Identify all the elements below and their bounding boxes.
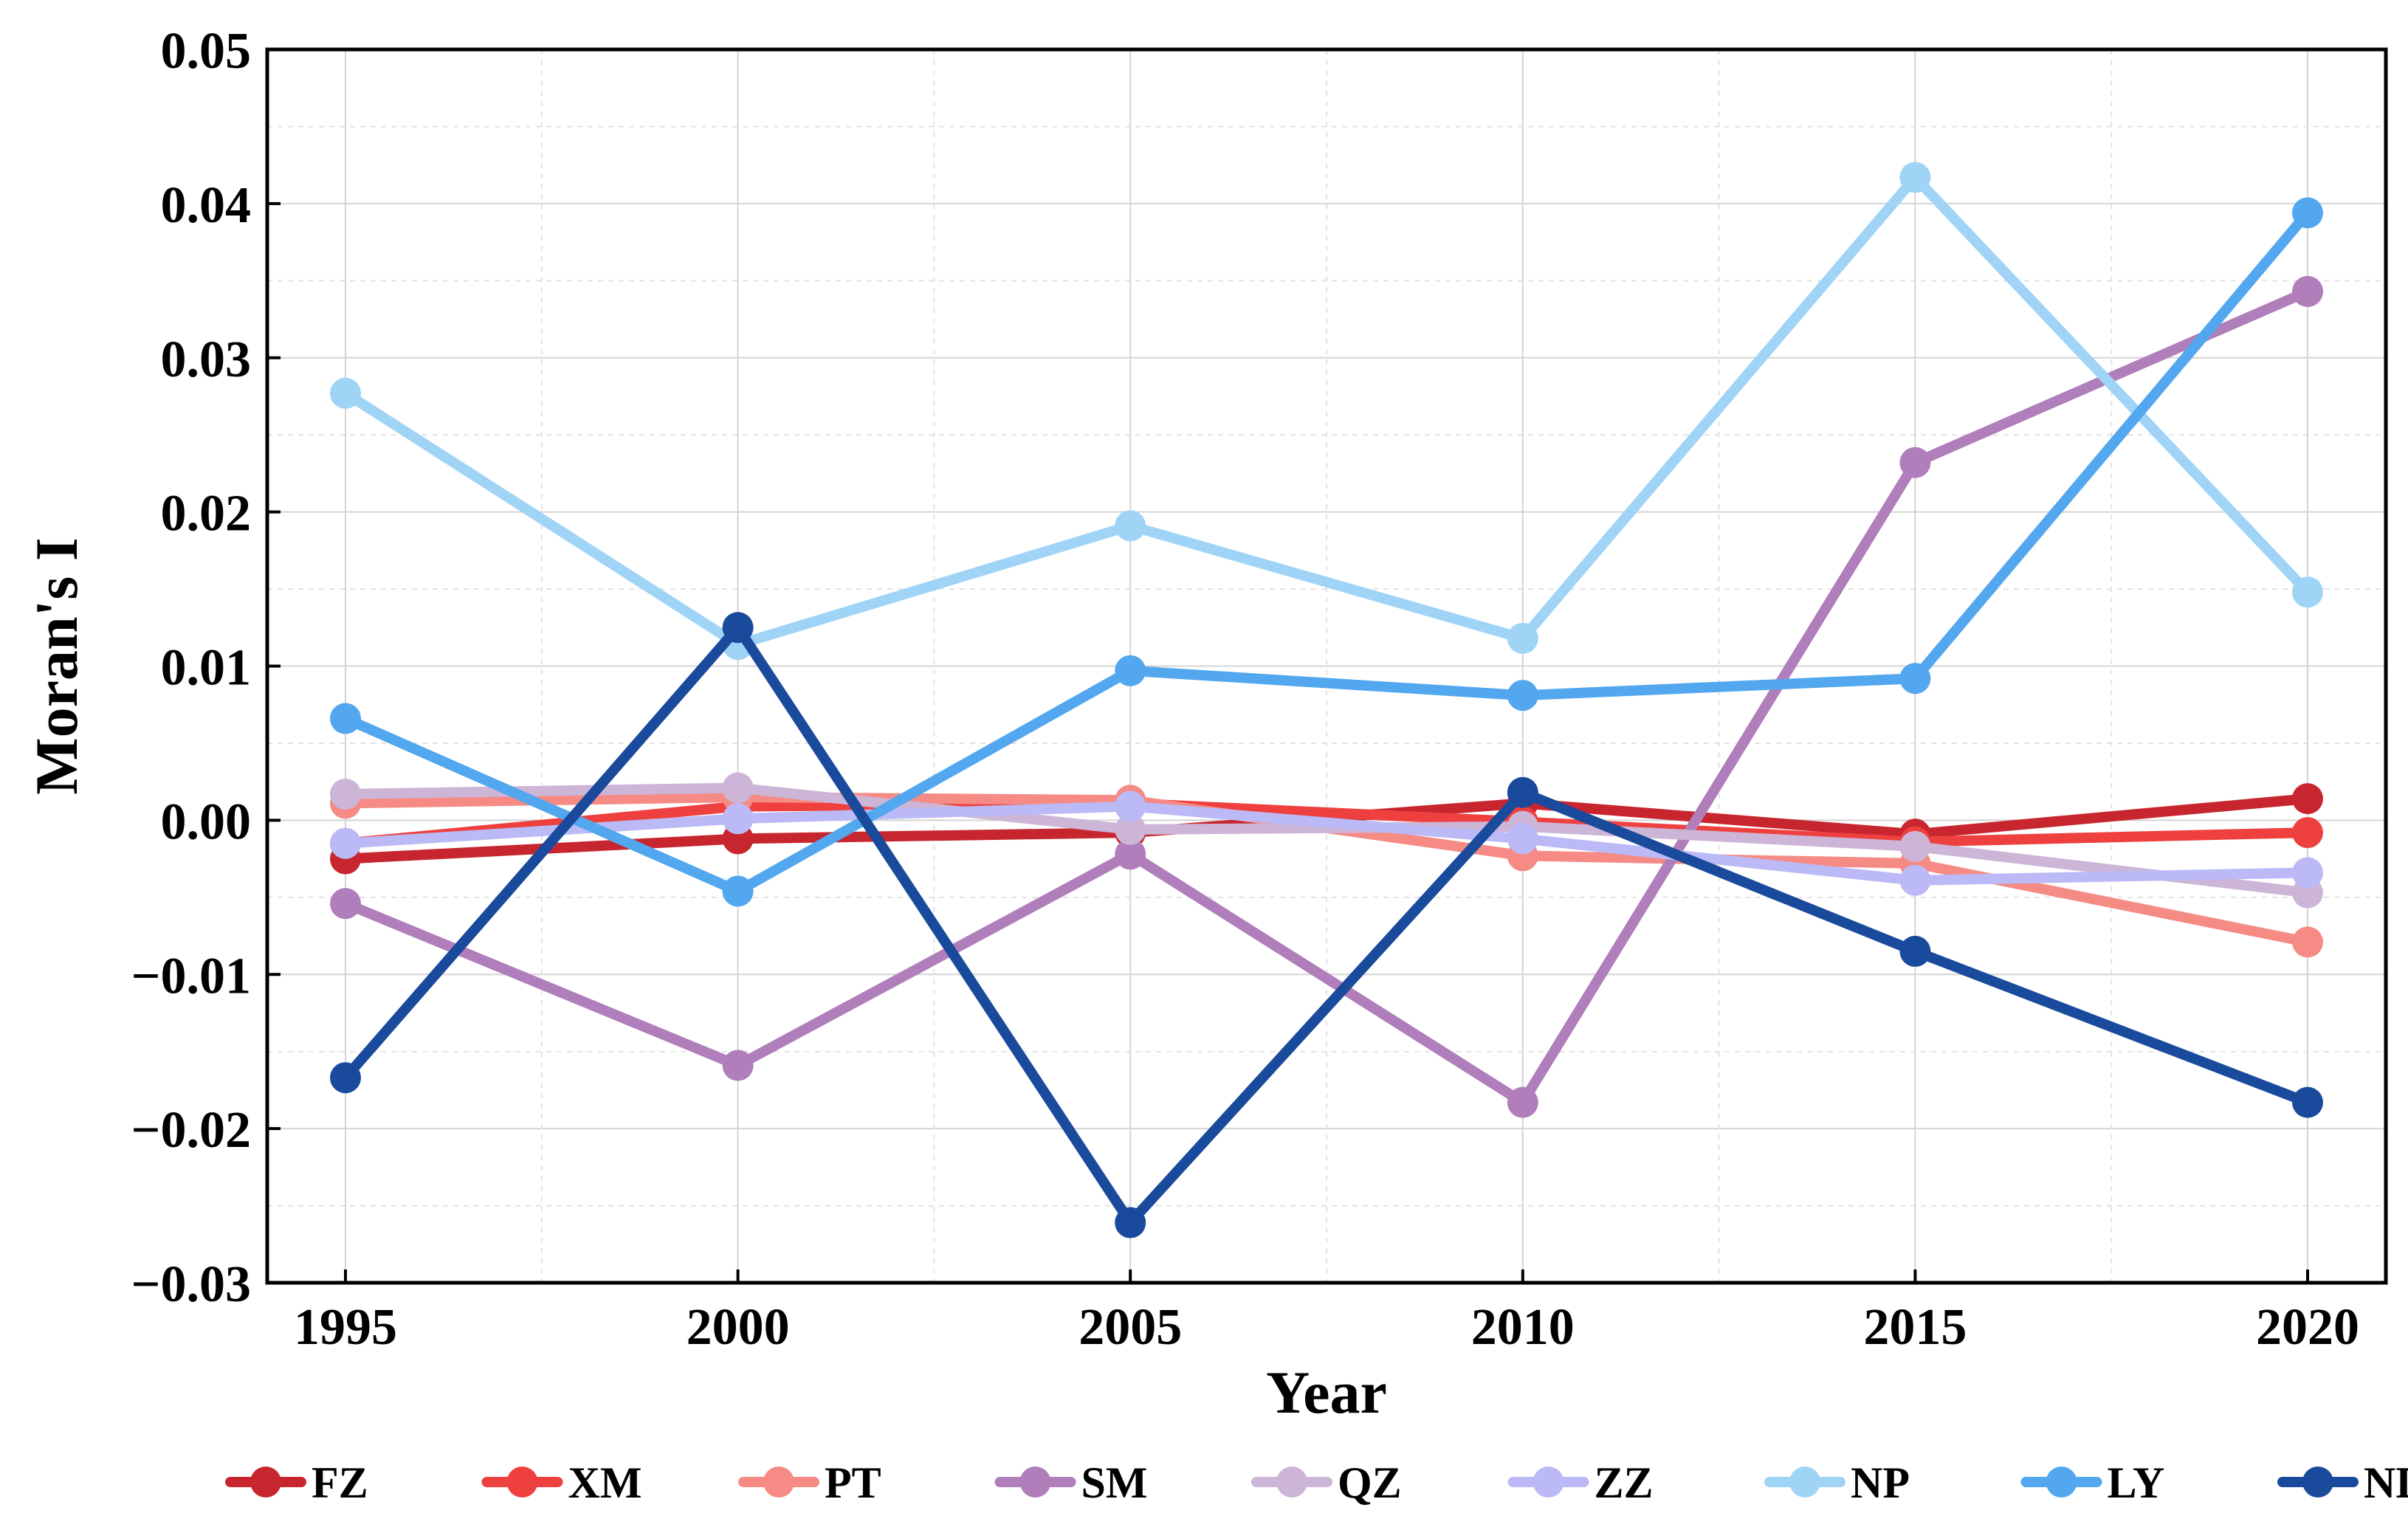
data-point-zz-2010 <box>1507 823 1538 855</box>
data-point-sm-2010 <box>1507 1086 1538 1118</box>
legend-label: LY <box>2108 1458 2165 1507</box>
data-point-pt-2020 <box>2292 926 2323 958</box>
legend-item-xm: XM <box>481 1458 642 1507</box>
data-point-nd-1995 <box>330 1062 361 1094</box>
data-point-nd-2010 <box>1507 776 1538 808</box>
y-tick-label: 0.03 <box>161 331 252 388</box>
x-tick-label: 1995 <box>294 1299 397 1356</box>
data-point-ly-2000 <box>722 875 754 907</box>
series-line-np <box>340 172 2313 650</box>
legend: FZ XM PT SM QZ ZZ NP LY ND <box>225 1458 2408 1507</box>
data-point-np-2015 <box>1899 162 1931 193</box>
y-tick-label: −0.02 <box>131 1102 251 1159</box>
data-point-ly-2020 <box>2292 197 2323 229</box>
data-point-np-2010 <box>1507 622 1538 654</box>
x-tick-label: 2000 <box>687 1299 790 1356</box>
series-nd <box>330 612 2323 1238</box>
legend-marker <box>763 1467 794 1498</box>
x-tick-label: 2010 <box>1471 1299 1575 1356</box>
data-point-np-2005 <box>1115 510 1146 542</box>
data-point-sm-2005 <box>1115 838 1146 870</box>
data-point-nd-2015 <box>1899 935 1931 967</box>
legend-item-fz: FZ <box>225 1458 368 1507</box>
legend-label: ND <box>2364 1458 2408 1507</box>
y-axis-title: Moran's I <box>23 537 90 795</box>
data-point-xm-2020 <box>2292 817 2323 849</box>
legend-label: ZZ <box>1595 1458 1654 1507</box>
series-line-sm <box>340 286 2313 1108</box>
data-point-np-2020 <box>2292 576 2323 608</box>
data-point-qz-2000 <box>722 772 754 804</box>
y-tick-label: −0.01 <box>131 948 251 1005</box>
data-point-ly-2010 <box>1507 680 1538 711</box>
data-point-sm-2000 <box>722 1050 754 1081</box>
data-point-ly-2005 <box>1115 655 1146 686</box>
legend-marker <box>2302 1467 2333 1498</box>
data-point-qz-2015 <box>1899 830 1931 862</box>
x-tick-label: 2020 <box>2256 1299 2359 1356</box>
x-tick-label: 2005 <box>1079 1299 1182 1356</box>
legend-label: PT <box>825 1458 881 1507</box>
series-zz <box>330 790 2323 896</box>
grid <box>267 49 2386 1283</box>
legend-item-pt: PT <box>738 1458 881 1507</box>
legend-marker <box>506 1467 538 1498</box>
legend-label: FZ <box>312 1458 368 1507</box>
axis-ticks: −0.03 −0.02 −0.01 0.00 0.01 0.02 0.03 0.04 0.05 1… <box>131 23 2359 1356</box>
legend-marker <box>250 1467 281 1498</box>
legend-label: SM <box>1081 1458 1148 1507</box>
y-tick-label: 0.02 <box>161 486 252 542</box>
data-point-zz-2000 <box>722 803 754 835</box>
legend-item-sm: SM <box>994 1458 1148 1507</box>
legend-item-nd: ND <box>2277 1458 2408 1507</box>
data-point-ly-2015 <box>1899 663 1931 695</box>
data-point-qz-2005 <box>1115 813 1146 845</box>
data-point-sm-1995 <box>330 888 361 920</box>
y-tick-label: −0.03 <box>131 1256 251 1313</box>
legend-item-ly: LY <box>2020 1458 2165 1507</box>
legend-label: QZ <box>1338 1458 1402 1507</box>
legend-marker <box>1276 1467 1307 1498</box>
legend-marker <box>1532 1467 1564 1498</box>
data-point-sm-2020 <box>2292 275 2323 307</box>
series-line-qz <box>340 782 2313 898</box>
data-point-ly-1995 <box>330 703 361 734</box>
data-point-qz-1995 <box>330 778 361 810</box>
series-ly <box>330 197 2323 907</box>
x-axis-title: Year <box>1266 1359 1387 1426</box>
legend-label: NP <box>1851 1458 1910 1507</box>
data-point-zz-2020 <box>2292 857 2323 889</box>
series-sm <box>330 275 2323 1118</box>
legend-item-zz: ZZ <box>1507 1458 1654 1507</box>
x-tick-label: 2015 <box>1863 1299 1967 1356</box>
series-layer <box>330 162 2323 1238</box>
legend-marker <box>2046 1467 2077 1498</box>
legend-marker <box>1789 1467 1820 1498</box>
y-tick-label: 0.05 <box>161 23 252 80</box>
legend-marker <box>1019 1467 1051 1498</box>
data-point-sm-2015 <box>1899 447 1931 478</box>
legend-item-qz: QZ <box>1251 1458 1402 1507</box>
series-line-nd <box>340 622 2313 1228</box>
data-point-zz-2015 <box>1899 864 1931 896</box>
data-point-np-1995 <box>330 377 361 409</box>
data-point-nd-2020 <box>2292 1086 2323 1118</box>
legend-label: XM <box>568 1458 642 1507</box>
series-line-ly <box>340 207 2313 897</box>
y-tick-label: 0.04 <box>161 177 252 234</box>
legend-item-np: NP <box>1764 1458 1910 1507</box>
data-point-fz-2020 <box>2292 783 2323 815</box>
series-line-zz <box>340 801 2313 886</box>
data-point-nd-2005 <box>1115 1207 1146 1238</box>
data-point-nd-2000 <box>722 612 754 644</box>
data-point-zz-2005 <box>1115 790 1146 822</box>
y-tick-label: 0.00 <box>161 793 252 850</box>
series-line-xm <box>340 798 2313 849</box>
y-tick-label: 0.01 <box>161 640 252 697</box>
data-point-zz-1995 <box>330 827 361 859</box>
series-np <box>330 162 2323 661</box>
